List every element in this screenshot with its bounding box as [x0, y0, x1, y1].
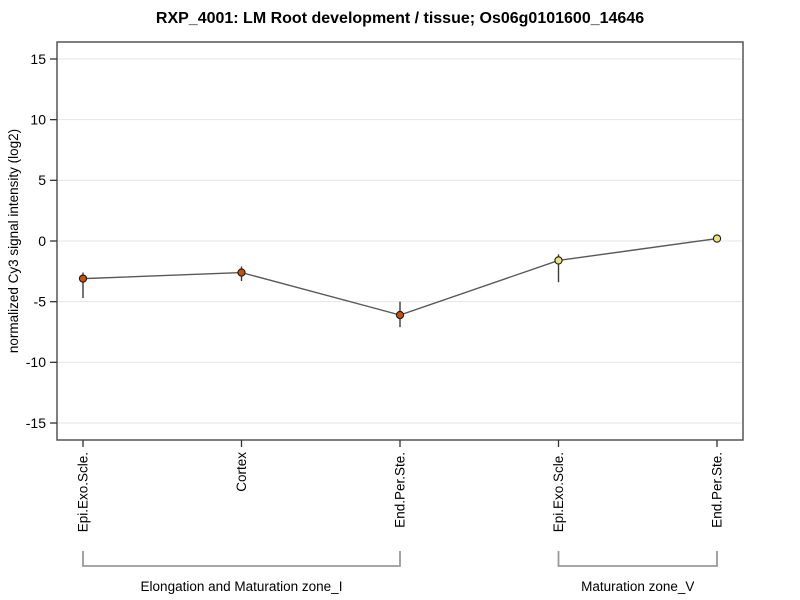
- data-point: [78, 274, 88, 283]
- y-tick-label: 5: [38, 172, 46, 188]
- group-bracket: [557, 551, 718, 567]
- x-tick-label: Cortex: [234, 452, 249, 492]
- y-tick-label: -10: [26, 354, 46, 370]
- x-tick-label: End.Per.Ste.: [393, 452, 408, 528]
- y-axis-title: normalized Cy3 signal intensity (log2): [6, 129, 21, 353]
- x-tick-label: Epi.Exo.Scle.: [76, 452, 91, 532]
- x-tick-label: End.Per.Ste.: [710, 452, 725, 528]
- group-label: Maturation zone_V: [581, 579, 694, 594]
- group-label: Elongation and Maturation zone_I: [141, 579, 343, 594]
- y-tick-label: 15: [30, 51, 46, 67]
- group-bracket: [82, 551, 401, 567]
- x-tick-label: Epi.Exo.Scle.: [551, 452, 566, 532]
- y-tick-label: -15: [26, 415, 46, 431]
- chart-title: RXP_4001: LM Root development / tissue; …: [155, 10, 645, 27]
- y-tick-label: -5: [34, 293, 47, 309]
- data-point: [712, 234, 722, 243]
- data-point: [237, 268, 246, 277]
- y-tick-label: 10: [30, 111, 46, 127]
- data-point: [554, 256, 563, 265]
- y-tick-label: 0: [38, 233, 46, 249]
- data-point: [395, 310, 405, 320]
